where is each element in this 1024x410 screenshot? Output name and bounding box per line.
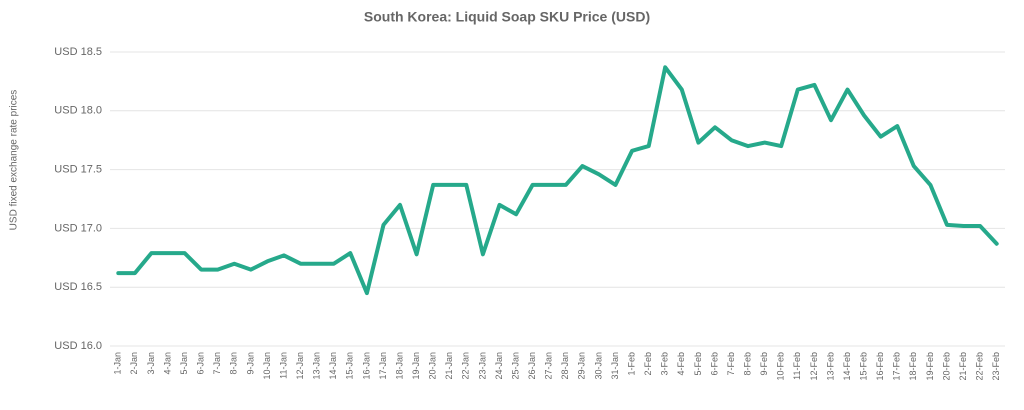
x-tick-label: 23-Feb	[991, 352, 1001, 381]
x-tick-label: 22-Jan	[461, 352, 471, 380]
x-tick-label: 8-Feb	[742, 352, 752, 376]
y-tick-label: USD 17.0	[54, 222, 102, 234]
x-tick-label: 10-Feb	[776, 352, 786, 381]
x-tick-label: 18-Jan	[394, 352, 404, 380]
x-tick-label: 9-Feb	[759, 352, 769, 376]
x-tick-label: 20-Jan	[428, 352, 438, 380]
x-tick-label: 24-Jan	[494, 352, 504, 380]
x-tick-label: 27-Jan	[544, 352, 554, 380]
x-tick-label: 5-Feb	[693, 352, 703, 376]
y-tick-label: USD 16.0	[54, 340, 102, 352]
x-tick-label: 25-Jan	[510, 352, 520, 380]
x-tick-label: 29-Jan	[577, 352, 587, 380]
x-tick-label: 4-Jan	[162, 352, 172, 375]
x-tick-label: 9-Jan	[245, 352, 255, 375]
x-tick-label: 26-Jan	[527, 352, 537, 380]
x-tick-label: 22-Feb	[975, 352, 985, 381]
x-tick-label: 14-Jan	[328, 352, 338, 380]
x-tick-label: 1-Feb	[626, 352, 636, 376]
x-tick-label: 15-Feb	[858, 352, 868, 381]
x-tick-label: 1-Jan	[113, 352, 123, 375]
x-tick-label: 3-Feb	[660, 352, 670, 376]
x-tick-label: 15-Jan	[345, 352, 355, 380]
x-tick-label: 19-Feb	[925, 352, 935, 381]
x-tick-label: 11-Feb	[792, 352, 802, 380]
x-tick-label: 17-Jan	[378, 352, 388, 380]
x-tick-label: 12-Jan	[295, 352, 305, 380]
x-tick-label: 17-Feb	[892, 352, 902, 381]
x-tick-label: 23-Jan	[477, 352, 487, 380]
x-tick-label: 21-Feb	[958, 352, 968, 381]
x-tick-label: 6-Jan	[196, 352, 206, 375]
x-tick-label: 8-Jan	[229, 352, 239, 375]
x-tick-label: 18-Feb	[908, 352, 918, 381]
x-tick-label: 12-Feb	[809, 352, 819, 381]
x-tick-label: 13-Feb	[825, 352, 835, 381]
x-tick-label: 2-Jan	[129, 352, 139, 375]
x-tick-label: 21-Jan	[444, 352, 454, 380]
x-tick-label: 7-Feb	[726, 352, 736, 376]
y-tick-label: USD 16.5	[54, 281, 102, 293]
y-tick-label: USD 18.0	[54, 105, 102, 117]
x-tick-label: 19-Jan	[411, 352, 421, 380]
x-tick-label: 3-Jan	[146, 352, 156, 375]
x-tick-label: 28-Jan	[560, 352, 570, 380]
x-tick-label: 7-Jan	[212, 352, 222, 375]
x-tick-label: 10-Jan	[262, 352, 272, 380]
x-tick-label: 5-Jan	[179, 352, 189, 375]
x-tick-label: 31-Jan	[610, 352, 620, 380]
x-tick-label: 6-Feb	[709, 352, 719, 376]
x-tick-label: 16-Feb	[875, 352, 885, 381]
x-tick-label: 14-Feb	[842, 352, 852, 381]
x-tick-label: 2-Feb	[643, 352, 653, 376]
x-tick-label: 13-Jan	[312, 352, 322, 380]
data-line	[116, 65, 999, 296]
x-tick-label: 11-Jan	[278, 352, 288, 379]
x-tick-label: 20-Feb	[941, 352, 951, 381]
x-tick-label: 4-Feb	[676, 352, 686, 376]
y-tick-label: USD 18.5	[54, 46, 102, 58]
x-tick-label: 16-Jan	[361, 352, 371, 380]
y-axis-label: USD fixed exchange rate prices	[9, 90, 20, 231]
y-tick-label: USD 17.5	[54, 164, 102, 176]
x-tick-label: 30-Jan	[593, 352, 603, 380]
chart-title: South Korea: Liquid Soap SKU Price (USD)	[364, 9, 650, 25]
